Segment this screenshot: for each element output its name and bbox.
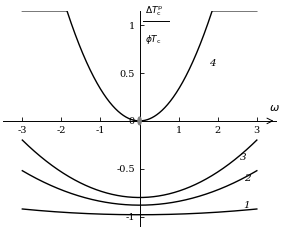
- Text: 3: 3: [240, 153, 246, 162]
- Text: 4: 4: [209, 59, 215, 68]
- Text: $\Delta T_{\rm c}^{\rm p}$: $\Delta T_{\rm c}^{\rm p}$: [145, 4, 163, 18]
- Text: 2: 2: [244, 174, 250, 183]
- Text: 1: 1: [244, 201, 250, 210]
- Circle shape: [138, 117, 141, 125]
- Text: $\omega$: $\omega$: [269, 103, 280, 113]
- Text: $\phi T_{\rm c}$: $\phi T_{\rm c}$: [145, 33, 161, 46]
